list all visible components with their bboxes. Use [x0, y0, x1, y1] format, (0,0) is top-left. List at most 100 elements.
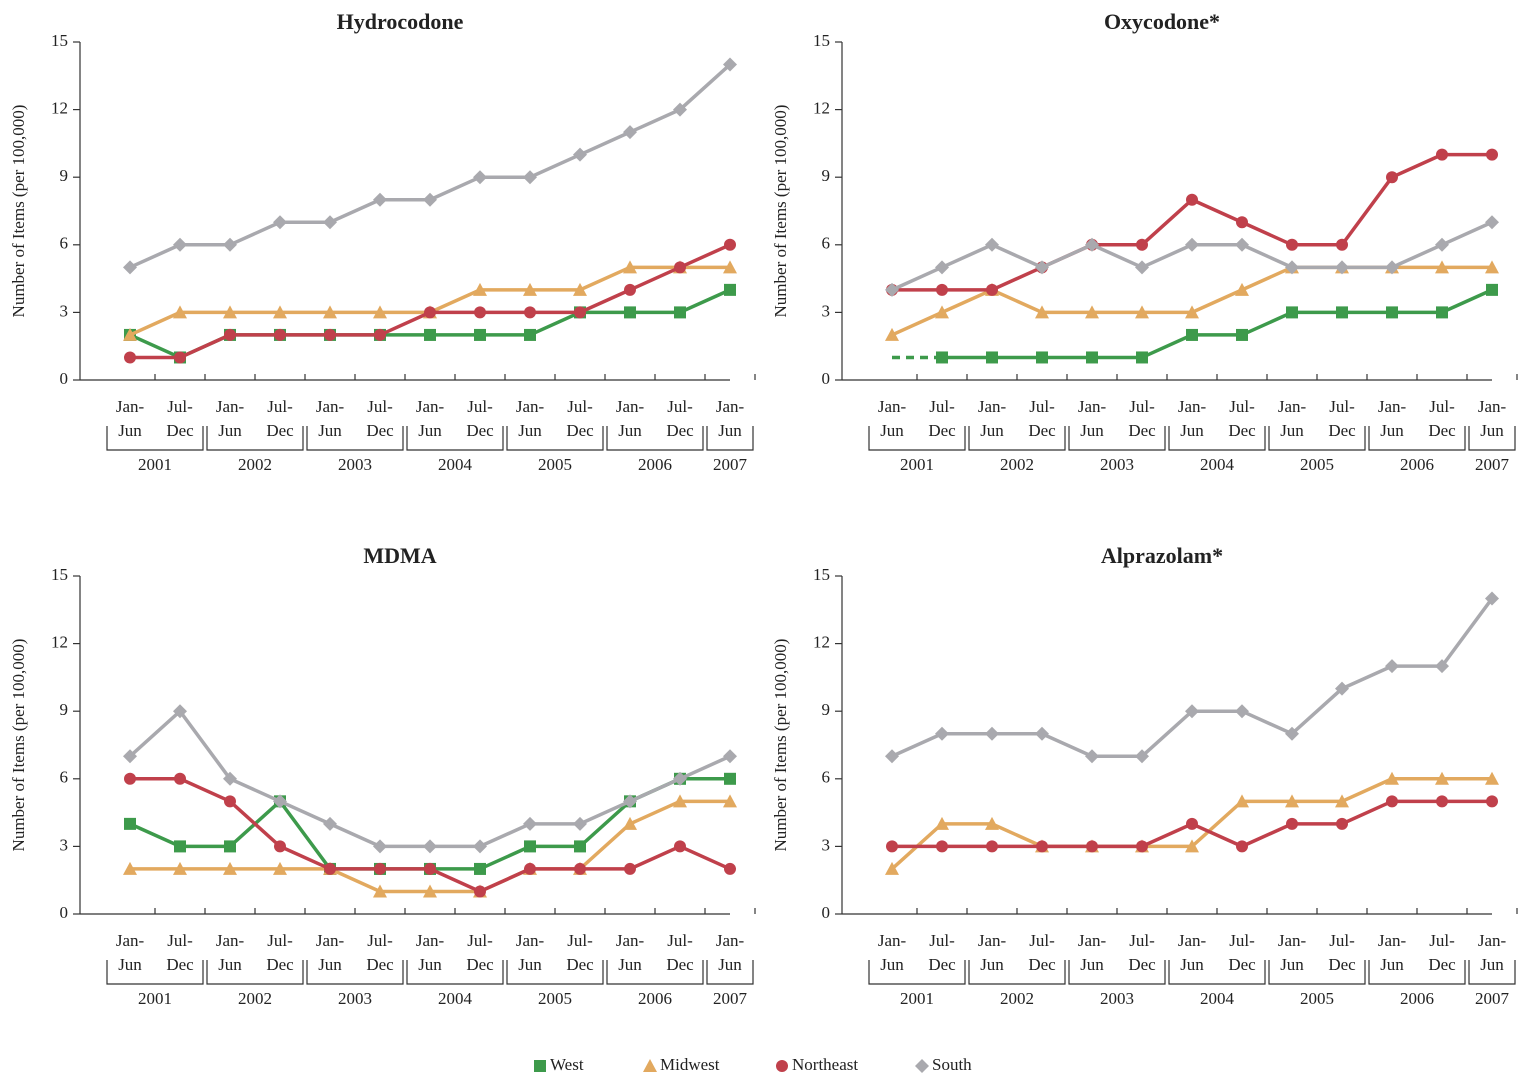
x-tick-label: Dec	[566, 955, 594, 974]
point	[123, 861, 137, 875]
x-tick-label: Jul-	[567, 931, 593, 950]
point	[1185, 704, 1199, 719]
line	[942, 288, 1493, 360]
x-tick-label: Jan-	[216, 931, 245, 950]
point	[273, 861, 287, 875]
point	[524, 306, 536, 319]
point	[624, 306, 636, 319]
point	[1435, 659, 1449, 674]
x-tick-label: Jan-	[1078, 931, 1107, 950]
x-tick-label: Jun	[218, 421, 242, 440]
y-axis-label: Number of Items (per 100,000)	[771, 639, 790, 852]
x-tick-label: Dec	[266, 955, 294, 974]
x-tick-label: Jun	[980, 421, 1004, 440]
x-tick-label: Jun	[1180, 421, 1204, 440]
point	[273, 305, 287, 319]
y-tick-label: 6	[60, 234, 69, 253]
x-tick-label: Jul-	[567, 397, 593, 416]
y-tick-label: 9	[822, 700, 831, 719]
point	[423, 839, 437, 854]
year-label: 2004	[438, 989, 473, 1008]
year-label: 2006	[1400, 455, 1434, 474]
point	[524, 840, 536, 853]
y-tick-label: 15	[813, 31, 830, 50]
x-tick-label: Jun	[718, 955, 742, 974]
year-bracket	[606, 426, 704, 451]
year-label: 2004	[1200, 455, 1235, 474]
year-label: 2003	[1100, 989, 1134, 1008]
point	[674, 840, 686, 853]
x-tick-label: Jul-	[929, 397, 955, 416]
point	[474, 306, 486, 319]
year-label: 2005	[538, 989, 572, 1008]
point	[1485, 771, 1499, 785]
point	[423, 884, 437, 898]
point	[474, 862, 486, 875]
year-bracket	[1168, 426, 1266, 451]
year-label: 2002	[238, 989, 272, 1008]
x-tick-label: Jun	[1280, 421, 1304, 440]
x-tick-label: Dec	[166, 421, 194, 440]
point	[224, 840, 236, 853]
x-tick-label: Jan-	[1378, 397, 1407, 416]
y-axis-label: Number of Items (per 100,000)	[9, 639, 28, 852]
point	[1286, 238, 1298, 251]
point	[474, 328, 486, 341]
point	[1136, 238, 1148, 251]
point	[1486, 795, 1498, 808]
y-tick-label: 9	[60, 700, 69, 719]
point	[1436, 148, 1448, 161]
year-label: 2005	[538, 455, 572, 474]
x-tick-label: Jun	[618, 421, 642, 440]
point	[574, 862, 586, 875]
point	[1236, 216, 1248, 229]
point	[373, 839, 387, 854]
point	[1435, 260, 1449, 274]
point	[1085, 237, 1099, 252]
point	[1286, 306, 1298, 319]
point	[223, 237, 237, 252]
x-tick-label: Jan-	[1478, 397, 1507, 416]
point	[1085, 305, 1099, 319]
chart-title: Hydrocodone	[337, 9, 464, 34]
point	[1385, 771, 1399, 785]
year-label: 2007	[1475, 455, 1510, 474]
y-tick-label: 3	[60, 835, 69, 854]
x-tick-label: Jan-	[716, 931, 745, 950]
point	[1186, 193, 1198, 206]
y-tick-label: 9	[60, 166, 69, 185]
y-tick-label: 12	[813, 99, 830, 118]
x-tick-label: Jul-	[1429, 931, 1455, 950]
y-axis-label: Number of Items (per 100,000)	[9, 105, 28, 318]
legend-label: South	[932, 1055, 972, 1074]
y-tick-label: 9	[822, 166, 831, 185]
y-tick-label: 3	[822, 835, 831, 854]
year-label: 2007	[713, 455, 748, 474]
y-tick-label: 15	[51, 565, 68, 584]
point	[1235, 237, 1249, 252]
point	[1386, 306, 1398, 319]
point	[986, 283, 998, 296]
point	[723, 794, 737, 808]
point	[323, 215, 337, 230]
point	[723, 260, 737, 274]
x-tick-label: Jan-	[416, 931, 445, 950]
line	[129, 777, 730, 871]
x-tick-label: Jan-	[1078, 397, 1107, 416]
point	[424, 306, 436, 319]
x-tick-label: Jun	[418, 421, 442, 440]
point	[373, 884, 387, 898]
point	[1286, 817, 1298, 830]
legend-label: Northeast	[792, 1055, 858, 1074]
point	[1335, 681, 1349, 696]
year-bracket	[106, 426, 204, 451]
point	[574, 306, 586, 319]
point	[373, 305, 387, 319]
x-tick-label: Jan-	[1178, 397, 1207, 416]
point	[1235, 282, 1249, 296]
year-label: 2003	[338, 989, 372, 1008]
y-tick-label: 3	[822, 301, 831, 320]
point	[573, 282, 587, 296]
point	[935, 260, 949, 275]
